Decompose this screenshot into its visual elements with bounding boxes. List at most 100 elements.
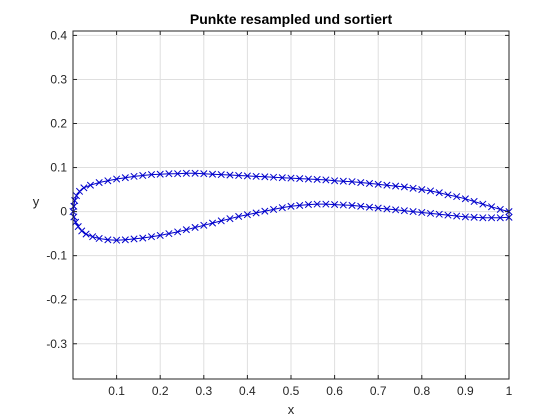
data-point-marker [400,183,408,191]
data-point-marker [313,200,321,208]
data-point-marker [208,170,217,178]
data-point-marker [217,171,225,179]
data-point-marker [418,186,426,194]
data-point-marker [383,181,391,189]
data-point-marker [270,173,278,181]
y-tick-label: 0.3 [50,72,67,86]
data-point-marker [331,201,339,209]
data-point-marker [348,178,356,186]
data-point-marker [470,197,478,206]
data-point-marker [374,180,382,188]
data-point-marker [165,230,173,238]
data-point-marker [86,181,94,189]
data-point-marker [147,171,156,179]
data-point-marker [80,184,88,192]
data-point-marker [453,193,461,201]
data-point-marker [479,214,487,222]
data-point-marker [191,169,199,177]
data-point-marker [287,202,295,210]
data-point-marker [444,211,452,219]
data-point-marker [243,211,251,219]
data-point-marker [261,173,269,181]
data-point-marker [339,177,347,185]
data-point-marker [95,234,103,243]
data-point-marker [174,228,182,236]
data-point-marker [313,175,321,184]
data-point-marker [278,174,286,182]
data-point-marker [174,170,182,178]
data-point-marker [89,233,97,241]
data-point-marker [461,213,469,221]
data-point-marker [139,234,147,242]
data-point-marker [488,214,496,222]
x-tick-label: 0.6 [326,384,343,398]
data-point-marker [217,217,225,225]
data-point-marker [383,205,391,213]
y-tick-label: -0.2 [46,293,67,307]
x-tick-label: 0.1 [108,384,125,398]
data-point-marker [200,221,208,229]
x-tick-label: 0.7 [370,384,387,398]
data-point-marker [322,200,330,208]
data-point-marker [426,209,435,217]
y-tick-label: 0.1 [50,161,67,175]
y-axis-label: y [33,194,40,209]
x-tick-label: 0.9 [457,384,474,398]
data-point-marker [357,202,365,210]
data-point-marker [426,187,435,195]
data-point-marker [418,208,426,217]
data-point-marker [182,169,190,177]
data-point-marker [348,201,356,209]
x-axis-label: x [288,402,295,417]
data-point-marker [130,172,138,180]
data-point-marker [322,176,330,184]
data-point-marker [339,201,347,209]
data-point-marker [121,236,129,244]
data-point-marker [304,175,312,183]
x-tick-label: 0.8 [413,384,430,398]
x-tick-label: 0.2 [152,384,169,398]
data-point-marker [252,172,260,180]
data-point-marker [270,205,278,213]
data-point-marker [296,175,304,183]
data-point-marker [113,175,121,183]
data-point-marker [243,172,251,180]
data-point-marker [95,178,103,187]
y-tick-label: 0.2 [50,117,67,131]
data-point-marker [435,189,443,197]
data-point-marker [156,170,164,178]
x-tick-label: 0.5 [283,384,300,398]
data-point-marker [400,207,408,215]
data-point-marker [182,226,190,234]
data-point-marker [296,201,304,209]
data-point-marker [435,210,443,218]
grid [73,31,510,379]
data-point-marker [461,195,469,203]
data-point-marker [365,203,374,211]
x-tick-label: 0.4 [239,384,256,398]
data-point-marker [75,187,84,195]
data-point-marker [444,191,452,199]
data-point-marker [208,219,217,227]
data-point-marker [165,170,173,178]
data-point-marker [147,233,156,241]
y-tick-label: -0.1 [46,249,67,263]
y-tick-label: 0.4 [50,28,67,42]
data-point-marker [479,200,487,208]
data-point-marker [82,230,90,238]
data-point-marker [488,203,496,211]
data-point-marker [409,208,417,216]
data-point-marker [78,227,86,235]
data-point-marker [331,177,339,185]
data-point-marker [191,223,199,232]
data-point-marker [200,170,208,178]
data-point-marker [287,174,295,182]
data-point-marker [104,236,112,244]
data-point-marker [235,171,243,180]
data-point-marker [470,213,478,221]
data-point-marker [304,201,312,209]
data-point-marker [156,231,164,239]
data-point-marker [139,171,147,180]
x-tick-label: 0.3 [195,384,212,398]
